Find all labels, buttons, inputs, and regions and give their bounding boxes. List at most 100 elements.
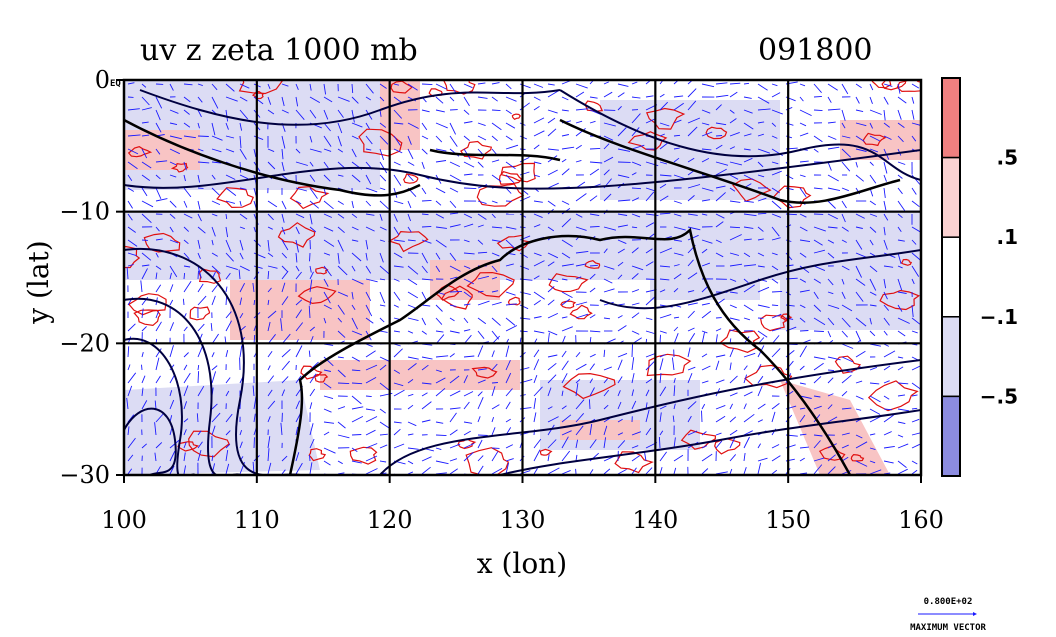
wind-vector: [561, 96, 569, 101]
wind-vector: [239, 252, 244, 260]
wind-vector: [211, 371, 217, 384]
vorticity-contour: [403, 173, 419, 184]
wind-vector: [197, 385, 205, 397]
wind-vector: [351, 406, 364, 410]
wind-vector: [561, 291, 573, 298]
wind-vector: [253, 299, 256, 306]
wind-vector: [659, 412, 662, 423]
vorticity-contour: [645, 107, 686, 130]
wind-vector: [407, 148, 414, 160]
wind-vector: [575, 363, 587, 371]
wind-vector: [855, 239, 863, 250]
wind-vector: [827, 466, 836, 475]
wind-vector: [491, 350, 495, 358]
vorticity-contour: [387, 230, 429, 253]
wind-vector: [211, 135, 223, 141]
wind-vector: [533, 96, 541, 101]
wind-vector: [463, 265, 471, 270]
wind-vector: [449, 212, 459, 215]
wind-vector: [687, 290, 695, 293]
wind-vector: [225, 135, 235, 139]
wind-vector: [295, 148, 301, 154]
wind-vector: [687, 401, 697, 410]
wind-vector: [799, 304, 806, 309]
wind-vector: [127, 134, 141, 137]
wind-vector: [799, 109, 812, 117]
wind-vector: [155, 109, 161, 121]
wind-vector: [449, 200, 457, 208]
wind-vector: [365, 304, 373, 317]
wind-vector: [435, 317, 443, 325]
wind-vector: [813, 434, 823, 437]
wind-vector: [547, 454, 550, 462]
wind-vector: [505, 418, 511, 423]
wind-vector: [155, 122, 162, 133]
wind-vector: [869, 366, 878, 371]
wind-vector: [281, 296, 289, 306]
wind-vector: [505, 174, 515, 184]
wind-vector: [827, 454, 836, 462]
wind-vector: [715, 185, 726, 189]
negative-vorticity-region: [650, 240, 760, 300]
height-contour: [559, 89, 921, 181]
colorbar-segment: [941, 77, 961, 159]
wind-vector: [127, 226, 136, 233]
wind-vector: [659, 358, 664, 371]
wind-vector: [869, 122, 874, 129]
wind-vector: [841, 330, 848, 338]
wind-vector: [407, 460, 414, 465]
wind-vector: [561, 252, 571, 259]
wind-vector: [645, 248, 653, 254]
wind-vector: [281, 469, 286, 475]
wind-vector: [253, 396, 257, 410]
wind-vector: [883, 83, 893, 87]
wind-vector: [883, 278, 887, 289]
positive-vorticity-region: [230, 280, 370, 340]
wind-vector: [155, 198, 168, 202]
wind-vector: [771, 200, 782, 210]
vorticity-contour: [170, 162, 189, 173]
wind-vector: [603, 265, 615, 270]
wind-vector: [127, 239, 138, 247]
wind-vector: [351, 226, 359, 231]
wind-vector: [211, 403, 218, 410]
wind-vector: [575, 226, 587, 231]
wind-vector: [701, 353, 708, 358]
wind-vector: [729, 131, 740, 137]
wind-vector: [533, 359, 540, 371]
wind-vector: [127, 174, 133, 182]
wind-vector: [309, 265, 312, 273]
wind-vector: [351, 213, 358, 219]
wind-vector: [841, 356, 854, 363]
wind-vector: [631, 96, 641, 99]
wind-vector: [757, 212, 767, 215]
wind-vector: [449, 330, 460, 334]
wind-vector: [309, 135, 313, 143]
wind-vector: [729, 200, 741, 203]
wind-vector: [435, 460, 449, 465]
wind-vector: [323, 239, 335, 247]
wind-vector: [267, 252, 274, 257]
wind-vector: [351, 415, 364, 423]
wind-vector: [841, 135, 851, 139]
wind-vector: [295, 271, 302, 280]
wind-vector: [659, 466, 663, 475]
wind-vector: [645, 389, 650, 397]
wind-vector: [911, 418, 920, 423]
wind-vector: [435, 226, 447, 229]
wind-vector: [799, 457, 805, 462]
wind-vector: [225, 213, 228, 220]
wind-vector: [743, 264, 757, 267]
wind-vector: [141, 134, 150, 137]
wind-vector: [855, 317, 867, 327]
wind-vector: [883, 365, 891, 371]
wind-vector: [715, 213, 725, 219]
wind-vector: [841, 278, 845, 285]
wind-vector: [449, 375, 460, 384]
wind-vector: [575, 120, 583, 124]
wind-vector: [211, 96, 219, 109]
wind-vector: [575, 352, 581, 358]
wind-vector: [225, 286, 228, 293]
wind-vector: [141, 375, 146, 384]
vorticity-contour: [498, 171, 523, 185]
